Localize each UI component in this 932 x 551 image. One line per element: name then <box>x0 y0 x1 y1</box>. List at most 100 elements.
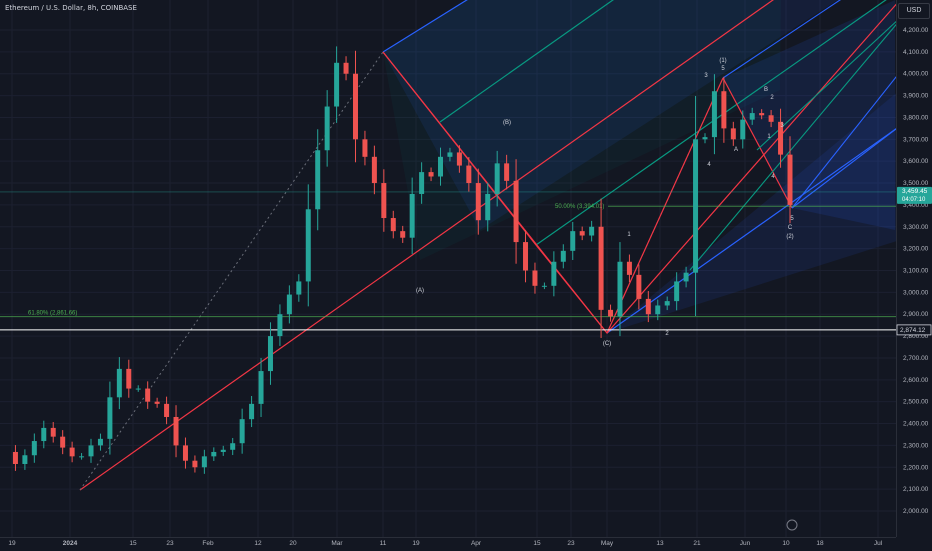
candle-body <box>438 156 444 177</box>
candle-body <box>523 242 529 271</box>
candle-body <box>173 416 179 446</box>
candle-body <box>759 113 765 116</box>
candle-body <box>258 371 264 404</box>
candle-body <box>721 91 727 129</box>
candle-body <box>749 113 755 120</box>
candle-body <box>778 121 784 155</box>
candle-body <box>154 401 160 404</box>
candle-body <box>249 403 255 420</box>
candle-body <box>674 281 680 302</box>
candle-body <box>107 397 113 439</box>
candle-body <box>230 443 236 450</box>
candle-body <box>239 419 245 444</box>
candle-body <box>683 272 689 282</box>
candle-body <box>277 314 283 337</box>
candle-body <box>570 231 576 251</box>
candle-body <box>371 156 377 184</box>
candle-body <box>711 91 717 138</box>
candle-body <box>655 305 661 315</box>
candle-body <box>456 152 462 166</box>
candle-body <box>324 106 330 151</box>
wave-label: 4 <box>771 174 775 180</box>
candle-body <box>645 298 651 315</box>
wave-label: C <box>788 225 793 231</box>
candle-body <box>60 436 66 448</box>
candle-body <box>22 455 28 464</box>
candle-body <box>636 274 642 299</box>
price-axis[interactable] <box>896 0 932 537</box>
candle-body <box>362 139 368 157</box>
candle-body <box>390 218 396 232</box>
candle-body <box>315 150 321 210</box>
candle-body <box>135 388 141 390</box>
wave-label: 1 <box>767 134 771 140</box>
pitchfork-median-line <box>79 0 774 491</box>
candle-body <box>286 294 292 315</box>
fib-50-label: 50.00% (3,394.01) <box>555 204 604 210</box>
small-fork-red <box>606 0 901 334</box>
candle-body <box>97 438 103 446</box>
candle-body <box>598 226 604 310</box>
candle-body <box>513 180 519 243</box>
candle-body <box>267 336 273 372</box>
small-fork-green <box>689 19 901 271</box>
pitchfork-fill-green <box>383 0 781 260</box>
candle-body <box>532 270 538 286</box>
pitchfork-fill-lower <box>607 90 900 333</box>
candle-body <box>334 62 340 107</box>
pitchfork-upper-line <box>382 0 468 53</box>
wave-label: (B) <box>503 120 511 126</box>
candle-body <box>79 456 85 458</box>
small-fork-blue-2 <box>791 71 901 209</box>
wave-label: (2) <box>786 234 793 240</box>
currency-button[interactable]: USD <box>898 3 930 19</box>
lightning-icon <box>786 519 798 531</box>
candle-body <box>560 250 566 262</box>
wave-label: (C) <box>603 341 611 347</box>
candle-body <box>400 231 406 238</box>
candle-body <box>730 128 736 140</box>
time-axis[interactable] <box>0 537 896 551</box>
candle-body <box>419 172 425 194</box>
pitchfork-inner-line <box>439 0 614 123</box>
wave-label: A <box>734 147 738 153</box>
wave-label: 3 <box>704 73 708 79</box>
small-fork-blue <box>722 0 841 79</box>
candle-body <box>541 285 547 287</box>
candle-body <box>409 193 415 238</box>
candle-body <box>617 261 623 317</box>
candle-body <box>211 451 217 457</box>
candle-body <box>201 456 207 468</box>
candle-body <box>164 403 170 417</box>
candle-body <box>192 460 198 468</box>
candle-body <box>664 301 670 306</box>
candle-body <box>740 119 746 140</box>
wave-label: 1 <box>627 232 631 238</box>
candle-body <box>296 281 302 295</box>
candle-body <box>126 368 132 389</box>
trend-dashed-line <box>79 51 384 491</box>
candle-body <box>41 427 47 442</box>
candle-body <box>145 388 151 402</box>
wave-label: 5 <box>790 216 794 222</box>
candle-body <box>693 139 699 273</box>
candle-body <box>768 115 774 122</box>
candle-body <box>182 445 188 461</box>
candle-body <box>485 193 491 221</box>
candle-body <box>589 226 595 236</box>
candle-body <box>626 261 632 275</box>
candle-body <box>352 73 358 140</box>
candle-body <box>305 209 311 282</box>
pitchfork-mid-line <box>535 0 887 246</box>
candle-body <box>466 165 472 184</box>
candle-body <box>475 183 481 221</box>
wave-label: 4 <box>707 162 711 168</box>
wave-label: B <box>764 87 768 93</box>
candle-body <box>116 368 122 398</box>
candle-body <box>702 137 708 140</box>
wave-label: (1) <box>719 58 726 64</box>
small-fork-blue-3 <box>791 125 901 209</box>
candle-body <box>494 163 500 194</box>
